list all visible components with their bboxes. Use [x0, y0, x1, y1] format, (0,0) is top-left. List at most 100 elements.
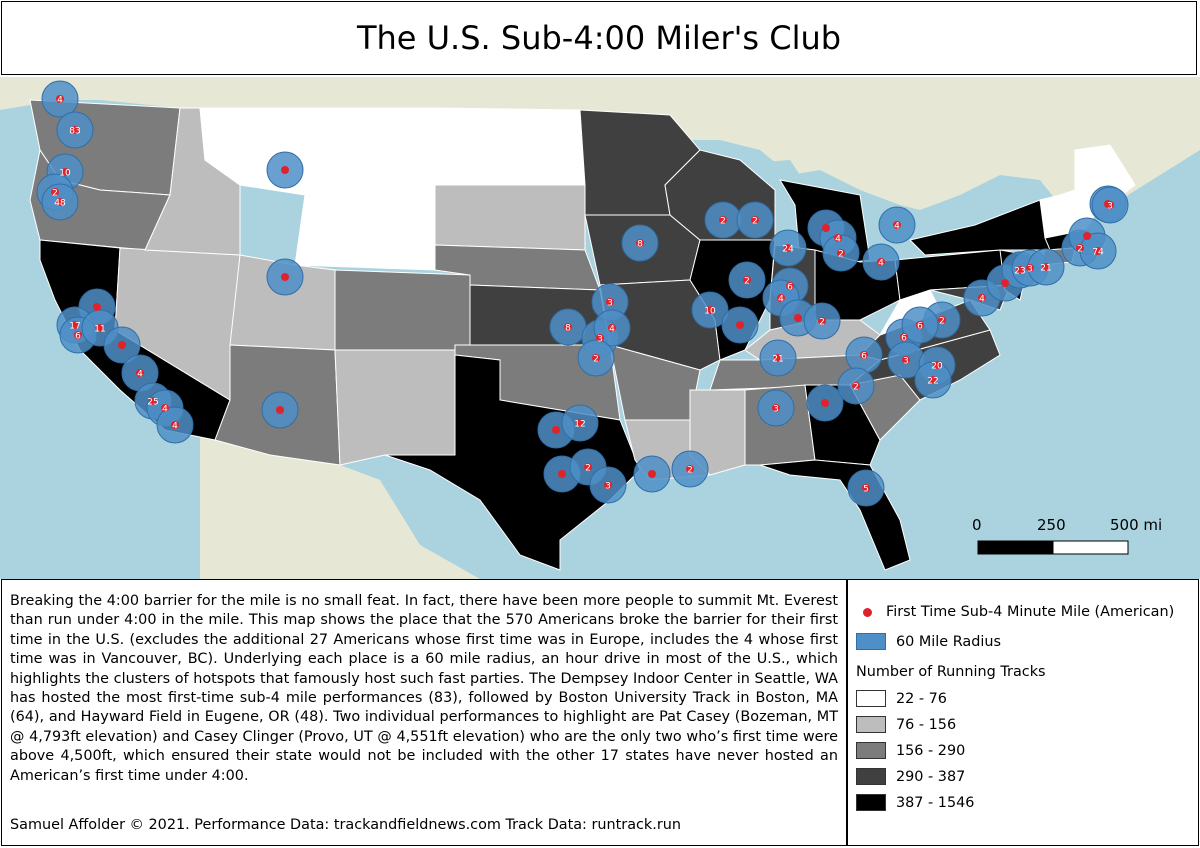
- city-point[interactable]: [938, 316, 946, 324]
- city-count-label: 2: [838, 250, 844, 260]
- city-point[interactable]: [893, 221, 901, 229]
- city-count-label: 6: [901, 334, 907, 344]
- city-point[interactable]: [161, 404, 169, 412]
- city-point[interactable]: [71, 126, 79, 134]
- city-point[interactable]: [56, 95, 64, 103]
- city-count-label: 4: [778, 295, 784, 305]
- city-point[interactable]: [877, 258, 885, 266]
- city-point[interactable]: [860, 351, 868, 359]
- city-point[interactable]: [777, 294, 785, 302]
- city-point[interactable]: [743, 276, 751, 284]
- city-point[interactable]: [96, 324, 104, 332]
- city-point[interactable]: [558, 470, 566, 478]
- city-point[interactable]: [902, 356, 910, 364]
- city-point[interactable]: [772, 404, 780, 412]
- city-point[interactable]: [61, 168, 69, 176]
- city-point[interactable]: [719, 216, 727, 224]
- city-count-label: 74: [1092, 248, 1104, 258]
- city-point[interactable]: [93, 303, 101, 311]
- city-count-label: 4: [162, 405, 168, 415]
- legend-radius-row: 60 Mile Radius: [856, 633, 1001, 650]
- city-point[interactable]: [1106, 201, 1114, 209]
- description-panel: Breaking the 4:00 barrier for the mile i…: [1, 579, 847, 846]
- city-point[interactable]: [837, 249, 845, 257]
- city-point[interactable]: [604, 481, 612, 489]
- city-point[interactable]: [171, 421, 179, 429]
- city-count-label: 3: [605, 482, 611, 492]
- city-point[interactable]: [1094, 247, 1102, 255]
- city-count-label: 3: [773, 405, 779, 415]
- city-point[interactable]: [71, 321, 79, 329]
- city-count-label: 2: [1077, 245, 1083, 255]
- city-point[interactable]: [1076, 244, 1084, 252]
- city-point[interactable]: [552, 426, 560, 434]
- city-point[interactable]: [751, 216, 759, 224]
- city-count-label: 3: [1107, 202, 1113, 212]
- city-point[interactable]: [1026, 264, 1034, 272]
- scale-label-0: 0: [972, 516, 982, 534]
- city-point[interactable]: [51, 188, 59, 196]
- city-point[interactable]: [834, 234, 842, 242]
- city-point[interactable]: [786, 282, 794, 290]
- city-count-label: 6: [75, 332, 81, 342]
- city-point[interactable]: [978, 294, 986, 302]
- legend-class-row: 290 - 387: [856, 768, 965, 785]
- city-point[interactable]: [592, 354, 600, 362]
- city-count-label: 3: [597, 335, 603, 345]
- city-point[interactable]: [933, 361, 941, 369]
- city-point[interactable]: [706, 306, 714, 314]
- city-point[interactable]: [276, 406, 284, 414]
- city-point[interactable]: [821, 399, 829, 407]
- city-point[interactable]: [56, 198, 64, 206]
- city-point[interactable]: [736, 321, 744, 329]
- map[interactable]: 4 83 10 2 48 17 6 11 4 25 4 4 8 3 8 3 4 2 12 2 3 2 2 2 10 2 24 6 4 2 2…: [0, 77, 1200, 579]
- city-point[interactable]: [1083, 232, 1091, 240]
- city-point[interactable]: [862, 484, 870, 492]
- city-point[interactable]: [606, 298, 614, 306]
- city-point[interactable]: [149, 397, 157, 405]
- city-point[interactable]: [136, 369, 144, 377]
- city-point[interactable]: [576, 419, 584, 427]
- scale-label-500: 500 mi: [1110, 516, 1162, 534]
- city-count-label: 4: [172, 422, 178, 432]
- city-count-label: 12: [574, 420, 585, 430]
- city-point[interactable]: [281, 166, 289, 174]
- city-point[interactable]: [784, 244, 792, 252]
- city-count-label: 24: [782, 245, 794, 255]
- city-point[interactable]: [564, 323, 572, 331]
- page-title: The U.S. Sub-4:00 Miler's Club: [356, 19, 842, 57]
- city-point[interactable]: [584, 463, 592, 471]
- city-point[interactable]: [648, 470, 656, 478]
- city-point[interactable]: [608, 324, 616, 332]
- city-point[interactable]: [118, 341, 126, 349]
- city-count-label: 83: [69, 127, 80, 137]
- city-point[interactable]: [74, 331, 82, 339]
- city-count-label: 2: [52, 189, 58, 199]
- city-point[interactable]: [1042, 263, 1050, 271]
- city-point[interactable]: [900, 333, 908, 341]
- city-point[interactable]: [822, 224, 830, 232]
- city-point[interactable]: [794, 314, 802, 322]
- city-point[interactable]: [596, 334, 604, 342]
- legend-class-row: 22 - 76: [856, 690, 947, 707]
- scale-label-250: 250: [1037, 516, 1066, 534]
- city-point[interactable]: [929, 376, 937, 384]
- city-count-label: 20: [931, 362, 943, 372]
- legend-point-row: First Time Sub-4 Minute Mile (American): [856, 604, 1174, 620]
- city-point[interactable]: [852, 382, 860, 390]
- city-point[interactable]: [281, 273, 289, 281]
- city-count-label: 4: [137, 370, 143, 380]
- city-point[interactable]: [774, 354, 782, 362]
- description-text: Breaking the 4:00 barrier for the mile i…: [10, 593, 838, 784]
- city-point[interactable]: [636, 239, 644, 247]
- city-point[interactable]: [916, 321, 924, 329]
- city-point[interactable]: [1001, 279, 1009, 287]
- class-swatch-4: [856, 794, 886, 811]
- city-point[interactable]: [686, 465, 694, 473]
- city-count-label: 25: [147, 398, 158, 408]
- class-swatch-3: [856, 768, 886, 785]
- state-wy: [294, 194, 436, 271]
- city-point[interactable]: [818, 317, 826, 325]
- city-point[interactable]: [1016, 266, 1024, 274]
